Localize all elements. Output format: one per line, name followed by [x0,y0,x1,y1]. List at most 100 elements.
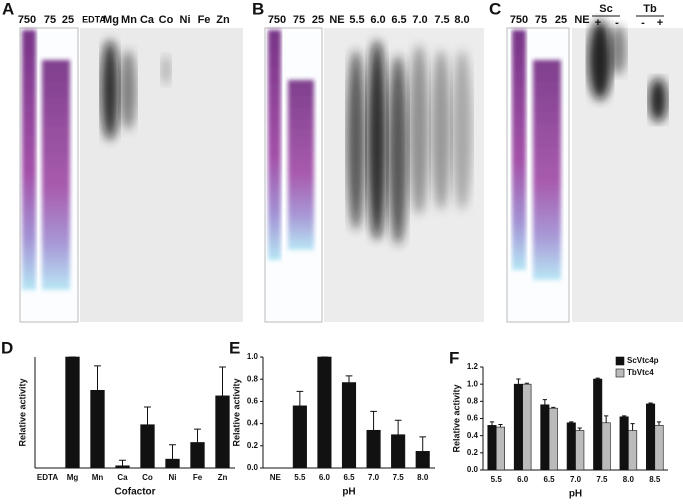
bar [215,395,230,469]
bar [487,425,497,471]
gel-labels: A 750 75 25 EDTA Mg Mn Ca Co Ni Fe Zn B … [2,0,663,29]
error-bar [648,402,653,404]
error-bar [595,377,600,380]
x-tick-label: Fe [193,473,203,482]
bar [654,425,664,471]
lane-label: NE [329,14,344,26]
lane-label: 5.5 [349,14,364,26]
y-axis-label: Relative activity [231,378,241,446]
lane-label: 6.0 [370,14,385,26]
error-bar [569,421,574,423]
bar [593,378,603,471]
bar [513,383,523,471]
y-tick-label: 0.2 [467,448,479,457]
lane-label: Fe [198,14,211,26]
lane-label: Ni [180,14,191,26]
bar [366,429,381,469]
x-tick-label: EDTA [37,473,58,482]
legend-label: TbVtc4 [627,368,654,377]
legend-swatch [615,356,625,366]
error-bar [370,410,377,431]
x-tick-label: NE [270,473,282,482]
y-axis-label: Relative activity [17,378,27,446]
y-tick-label: 0.8 [247,374,259,383]
x-tick-label: 8.0 [417,473,429,482]
lane-label: Mg [103,14,119,26]
y-tick-label: 1.0 [467,379,479,388]
x-tick-label: 6.5 [544,475,556,484]
error-bar [489,421,495,426]
bar [65,356,80,469]
legend-swatch [615,368,625,378]
x-tick-label: Mg [67,473,79,482]
lane-label: 7.0 [412,14,427,26]
lane-label: 25 [312,14,324,26]
y-tick-label: 0.8 [467,396,479,405]
x-tick-label: 7.5 [393,473,405,482]
lane-label: Ca [140,14,155,26]
bar [292,405,307,469]
panel-label: C [489,0,501,18]
error-bar [219,366,226,396]
group-label: Tb [643,3,657,15]
sign-label: - [615,17,619,29]
sign-label: + [657,17,663,29]
error-bar [144,406,151,425]
bar [628,430,638,471]
y-tick-label: 1.0 [247,352,259,361]
x-tick-label: 5.5 [294,473,306,482]
bar [522,383,532,471]
error-bar [551,406,556,409]
y-tick-label: 0.4 [467,431,479,440]
x-tick-label: 6.5 [343,473,355,482]
lane-label: EDTA [82,14,106,24]
y-tick-label: 0.4 [247,419,259,428]
panel-label: E [229,338,240,357]
bar [540,404,550,471]
lane-label: 7.5 [434,14,449,26]
lane-label: Mn [121,14,137,26]
error-bar [345,375,353,383]
bar [495,426,505,471]
y-axis-label: Relative activity [451,384,461,452]
bar [391,434,406,469]
error-bar [419,436,427,452]
y-tick-label: 0.0 [247,463,259,472]
y-tick-label: 0.6 [467,414,479,423]
lane-label: Co [159,14,174,26]
bar [317,356,332,469]
x-tick-label: Co [142,473,153,482]
bar [190,442,205,469]
sign-label: - [641,17,645,29]
lane-label: 750 [18,14,36,26]
y-tick-label: 1.2 [467,362,479,371]
panel-label: F [449,348,459,367]
gel-c [506,15,683,323]
error-bar [577,427,582,431]
error-bar [394,419,402,435]
y-tick-label: 0.6 [247,397,259,406]
sign-label: + [595,17,601,29]
error-bar [169,444,176,460]
y-tick-label: 0.2 [247,441,259,450]
x-tick-label: 5.5 [491,475,503,484]
x-tick-label: 6.0 [517,475,529,484]
bar [341,382,357,469]
x-tick-label: 7.5 [596,475,608,484]
x-tick-label: 7.0 [570,475,582,484]
lane-label: Zn [216,14,230,26]
x-tick-label: 7.0 [368,473,380,482]
bar [140,424,155,469]
bar [415,451,430,469]
lane-label: 25 [555,14,567,26]
lane-label: 750 [268,14,286,26]
bar [575,430,585,471]
error-bar [656,421,662,426]
error-bar [498,424,503,428]
error-bar [604,415,609,423]
lane-label: 75 [44,14,56,26]
panel-label: D [1,338,13,357]
lane-label: 750 [510,14,528,26]
x-tick-label: Mn [92,473,104,482]
